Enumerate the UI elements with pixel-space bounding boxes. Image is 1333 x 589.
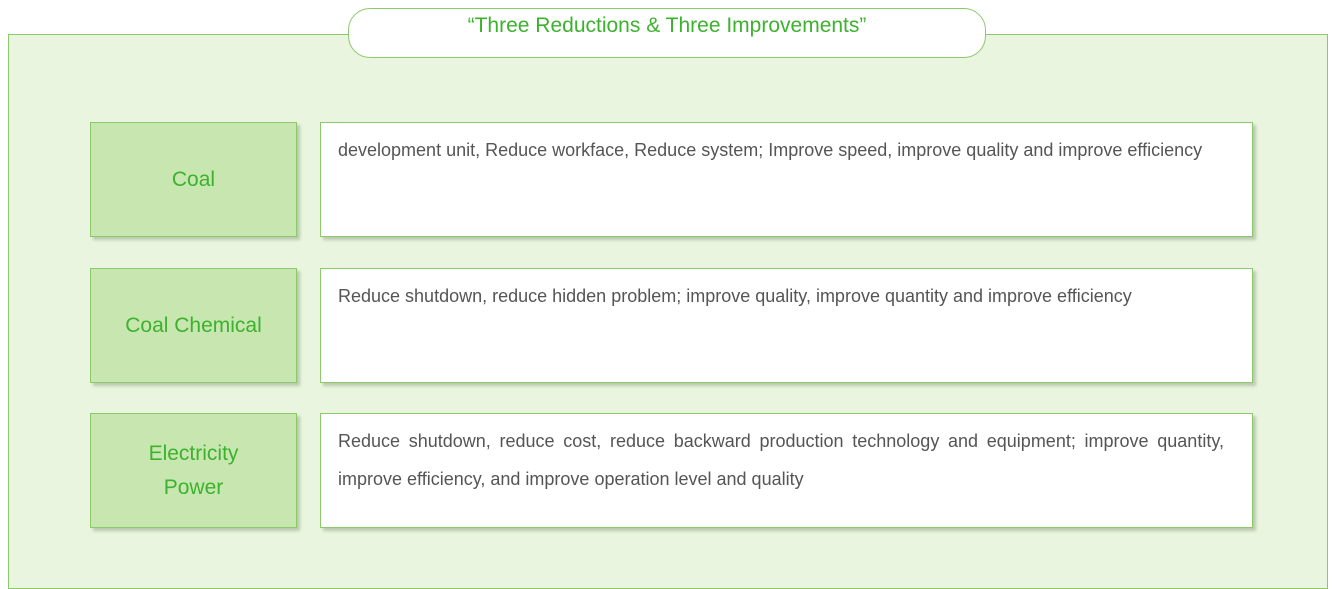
row-label: Coal: [90, 122, 297, 237]
row-label: Coal Chemical: [90, 268, 297, 383]
title: “Three Reductions & Three Improvements”: [348, 8, 986, 58]
row-label: Electricity Power: [90, 413, 297, 528]
row-text: development unit, Reduce workface, Reduc…: [320, 122, 1253, 237]
row-text: Reduce shutdown, reduce cost, reduce bac…: [320, 413, 1253, 528]
row-text: Reduce shutdown, reduce hidden problem; …: [320, 268, 1253, 383]
